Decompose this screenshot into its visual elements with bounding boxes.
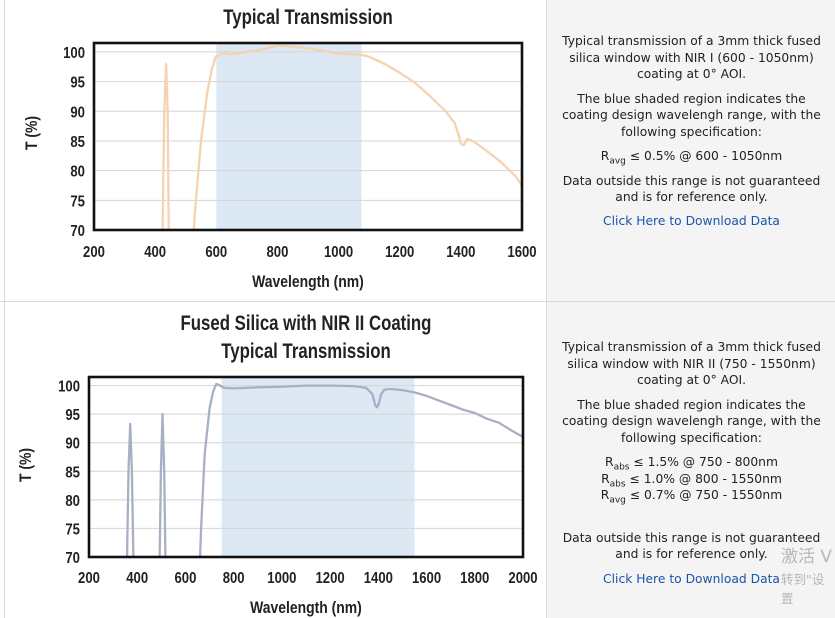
panel-border (4, 0, 5, 302)
spec-symbol: R (605, 455, 614, 469)
x-tick-label: 1000 (324, 244, 353, 261)
series-group (125, 382, 523, 557)
x-tick-label: 1800 (460, 570, 489, 587)
x-tick-label: 800 (266, 244, 288, 261)
download-data-link[interactable]: Click Here to Download Data (603, 571, 780, 586)
transmission-line (161, 62, 170, 230)
y-axis-label: T (%) (17, 448, 36, 482)
x-tick-label: 200 (83, 244, 105, 261)
y-tick-label: 95 (65, 407, 80, 424)
spec-sub: abs (613, 462, 630, 473)
y-tick-label: 80 (70, 164, 85, 181)
x-axis-label: Wavelength (nm) (250, 599, 362, 618)
x-tick-label: 400 (126, 570, 148, 587)
spec-symbol: R (600, 488, 610, 502)
y-tick-label: 90 (65, 436, 80, 453)
spec-list: Ravg ≤ 0.5% @ 600 - 1050nm (547, 148, 835, 167)
description-panel-1: Typical transmission of a 3mm thick fuse… (546, 0, 835, 302)
y-tick-label: 80 (65, 493, 80, 510)
transmission-line (198, 382, 523, 557)
spec-sub: avg (609, 495, 626, 506)
x-tick-label: 200 (78, 570, 100, 587)
coating-region (221, 377, 415, 557)
y-tick-label: 100 (63, 45, 85, 62)
y-tick-label: 75 (65, 521, 80, 538)
spec-line: Ravg ≤ 0.5% @ 600 - 1050nm (547, 148, 835, 167)
panel-1: 100 95 90 85 80 75 70 200 400 600 800 1000 1200 1400 1… (0, 0, 835, 302)
chart-title: Fused Silica with NIR II Coating (181, 312, 432, 335)
x-tick-label: 1200 (385, 244, 414, 261)
y-tick-label: 75 (70, 193, 85, 210)
spec-line: Ravg ≤ 0.7% @ 750 - 1550nm (547, 487, 835, 506)
spec-list: Rabs ≤ 1.5% @ 750 - 800nm Rabs ≤ 1.0% @ … (547, 454, 835, 506)
spec-symbol: R (601, 471, 610, 486)
spec-sub: avg (609, 156, 626, 167)
x-tick-label: 1000 (267, 570, 296, 587)
y-tick-label: 70 (70, 223, 85, 240)
spec-text: ≤ 0.5% @ 600 - 1050nm (629, 149, 783, 163)
shaded-note: The blue shaded region indicates the coa… (562, 397, 821, 445)
chart-title: Typical Transmission (221, 340, 390, 363)
spec-symbol: R (600, 149, 610, 163)
y-tick-label: 90 (70, 104, 85, 121)
description-text: Typical transmission of a 3mm thick fuse… (562, 340, 821, 387)
x-axis-label: Wavelength (nm) (252, 273, 364, 292)
panel-2: 100 95 90 85 80 75 70 200 400 600 800 1000 1200 1400 1… (0, 301, 835, 618)
transmission-line (158, 412, 167, 557)
description-text: Typical transmission of a 3mm thick fuse… (562, 34, 821, 81)
transmission-line (125, 422, 135, 557)
x-tick-label: 1600 (507, 244, 536, 261)
disclaimer: Data outside this range is not guarantee… (562, 173, 821, 205)
watermark-line-2: 转到"设置 (781, 572, 825, 606)
disclaimer: Data outside this range is not guarantee… (562, 530, 821, 562)
coating-region (216, 43, 362, 230)
y-tick-label: 85 (65, 464, 80, 481)
x-tick-label: 400 (144, 244, 166, 261)
x-tick-label: 1200 (316, 570, 345, 587)
spec-text: ≤ 0.7% @ 750 - 1550nm (629, 488, 783, 502)
y-tick-label: 100 (58, 378, 80, 395)
plot-frame (87, 375, 525, 559)
x-tick-label: 1400 (446, 244, 475, 261)
shaded-note: The blue shaded region indicates the coa… (562, 91, 821, 139)
spec-text: ≤ 1.5% @ 750 - 800nm (633, 455, 778, 469)
transmission-line (192, 44, 522, 230)
spec-line: Rabs ≤ 1.5% @ 750 - 800nm (547, 454, 835, 473)
panel-border (4, 302, 5, 618)
y-tick-label: 70 (65, 550, 80, 567)
chart-nir2: 100 95 90 85 80 75 70 200 400 600 800 1000 1200 1400 1… (17, 312, 538, 618)
x-tick-label: 1600 (412, 570, 441, 587)
download-data-link[interactable]: Click Here to Download Data (603, 213, 780, 228)
x-tick-label: 2000 (508, 570, 537, 587)
chart-title: Typical Transmission (223, 6, 392, 29)
x-tick-label: 600 (205, 244, 227, 261)
y-tick-label: 85 (70, 134, 85, 151)
plot-frame (92, 41, 524, 232)
chart-nir1: 100 95 90 85 80 75 70 200 400 600 800 1000 1200 1400 1… (23, 6, 537, 292)
x-tick-label: 600 (175, 570, 197, 587)
spec-text: ≤ 1.0% @ 800 - 1550nm (629, 471, 782, 486)
watermark-line-1: 激活 V (781, 547, 833, 567)
spec-sub: abs (609, 478, 626, 489)
x-tick-label: 800 (223, 570, 245, 587)
x-tick-label: 1400 (364, 570, 393, 587)
y-tick-label: 95 (70, 74, 85, 91)
series-group (161, 44, 522, 230)
spec-line: Rabs ≤ 1.0% @ 800 - 1550nm (547, 471, 835, 489)
y-axis-label: T (%) (23, 116, 42, 150)
description-panel-2: Typical transmission of a 3mm thick fuse… (546, 302, 835, 618)
